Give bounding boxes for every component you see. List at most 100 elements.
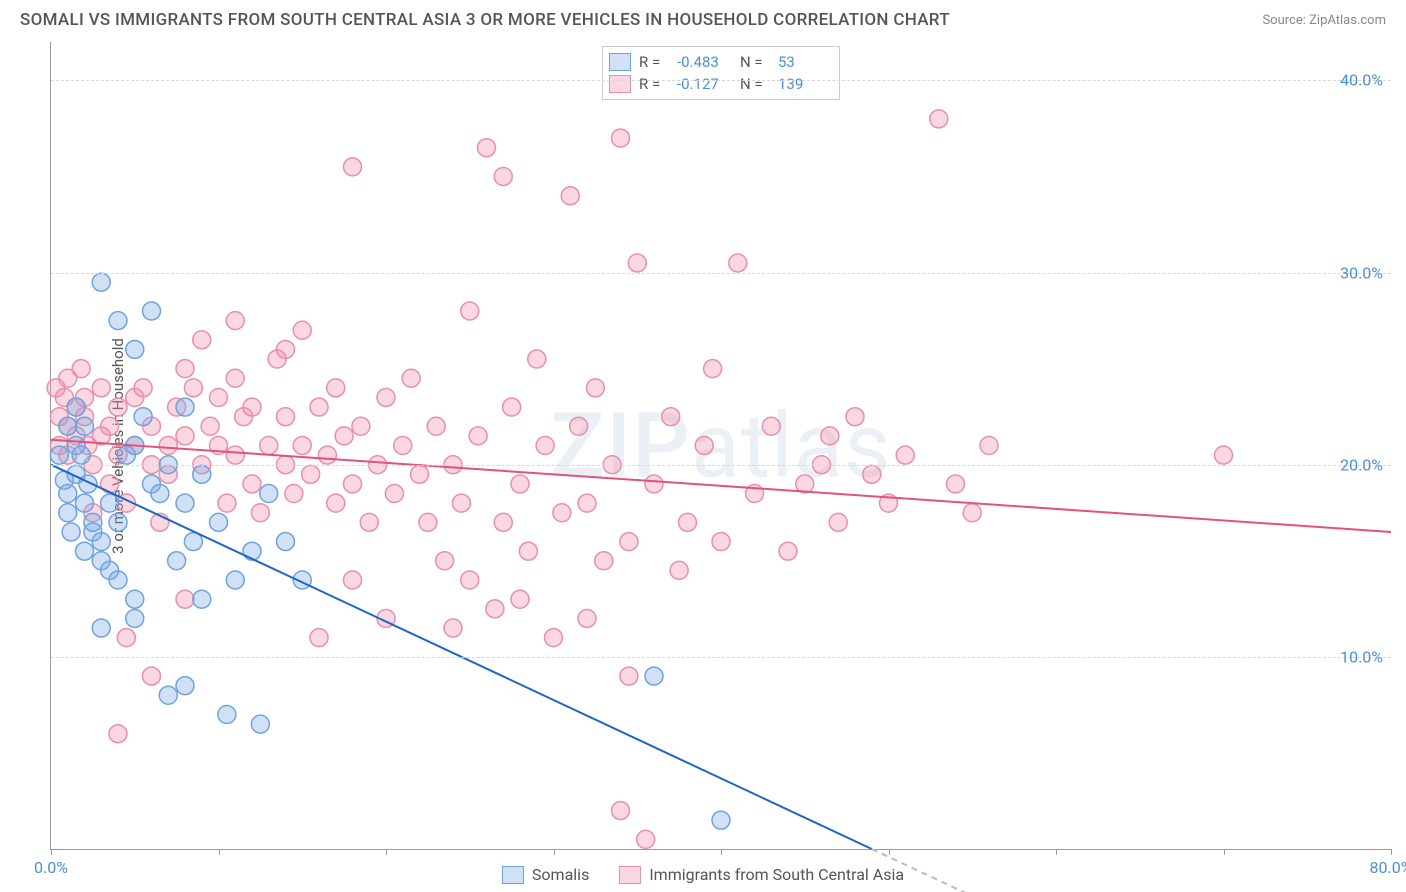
scatter-point bbox=[519, 542, 537, 560]
scatter-point bbox=[620, 533, 638, 551]
scatter-point bbox=[143, 302, 161, 320]
legend-item-somali: Somalis bbox=[502, 865, 589, 884]
scatter-point bbox=[511, 590, 529, 608]
scatter-point bbox=[184, 379, 202, 397]
scatter-point bbox=[226, 571, 244, 589]
scatter-point bbox=[963, 504, 981, 522]
scatter-point bbox=[277, 533, 295, 551]
scatter-point bbox=[193, 331, 211, 349]
x-tick bbox=[1224, 849, 1225, 855]
scatter-point bbox=[243, 398, 261, 416]
scatter-point bbox=[863, 465, 881, 483]
scatter-point bbox=[193, 465, 211, 483]
scatter-point bbox=[277, 340, 295, 358]
scatter-point bbox=[134, 379, 152, 397]
x-tick bbox=[219, 849, 220, 855]
swatch-asia bbox=[619, 866, 641, 884]
scatter-point bbox=[670, 561, 688, 579]
scatter-point bbox=[159, 437, 177, 455]
scatter-point bbox=[695, 437, 713, 455]
x-tick-label: 80.0% bbox=[1370, 858, 1406, 877]
scatter-point bbox=[377, 388, 395, 406]
scatter-point bbox=[168, 552, 186, 570]
source-link[interactable]: ZipAtlas.com bbox=[1309, 13, 1386, 28]
scatter-point bbox=[159, 686, 177, 704]
scatter-point bbox=[762, 417, 780, 435]
scatter-point bbox=[109, 513, 127, 531]
r-value-asia: -0.127 bbox=[677, 75, 732, 93]
chart-container: ZIPatlas R = -0.483 N = 53 R = -0.127 N … bbox=[50, 42, 1391, 850]
n-value-asia: 139 bbox=[778, 75, 833, 93]
scatter-point bbox=[117, 629, 135, 647]
scatter-point bbox=[637, 830, 655, 848]
scatter-point bbox=[461, 571, 479, 589]
scatter-point bbox=[595, 552, 613, 570]
y-tick-label: 30.0% bbox=[1340, 263, 1383, 282]
scatter-point bbox=[285, 485, 303, 503]
scatter-point bbox=[360, 513, 378, 531]
scatter-point bbox=[570, 417, 588, 435]
scatter-point bbox=[201, 417, 219, 435]
scatter-point bbox=[176, 398, 194, 416]
scatter-point bbox=[352, 417, 370, 435]
scatter-point bbox=[561, 187, 579, 205]
x-tick bbox=[1391, 849, 1392, 855]
scatter-point bbox=[101, 417, 119, 435]
scatter-point bbox=[947, 475, 965, 493]
r-value-somali: -0.483 bbox=[677, 53, 732, 71]
scatter-plot-svg bbox=[51, 42, 1391, 849]
scatter-point bbox=[277, 408, 295, 426]
x-tick bbox=[386, 849, 387, 855]
scatter-point bbox=[461, 302, 479, 320]
scatter-point bbox=[930, 110, 948, 128]
scatter-point bbox=[628, 254, 646, 272]
scatter-point bbox=[494, 168, 512, 186]
scatter-point bbox=[176, 494, 194, 512]
scatter-point bbox=[302, 465, 320, 483]
bottom-legend: Somalis Immigrants from South Central As… bbox=[502, 865, 904, 884]
scatter-point bbox=[226, 369, 244, 387]
scatter-point bbox=[67, 398, 85, 416]
scatter-point bbox=[92, 273, 110, 291]
swatch-asia bbox=[609, 75, 631, 93]
scatter-point bbox=[1215, 446, 1233, 464]
scatter-point bbox=[411, 465, 429, 483]
scatter-point bbox=[176, 427, 194, 445]
scatter-point bbox=[109, 398, 127, 416]
source-attribution: Source: ZipAtlas.com bbox=[1262, 13, 1386, 28]
stats-row-somali: R = -0.483 N = 53 bbox=[609, 51, 833, 73]
scatter-point bbox=[84, 513, 102, 531]
scatter-point bbox=[344, 475, 362, 493]
stats-legend: R = -0.483 N = 53 R = -0.127 N = 139 bbox=[602, 46, 840, 100]
scatter-point bbox=[143, 667, 161, 685]
scatter-point bbox=[821, 427, 839, 445]
scatter-point bbox=[126, 340, 144, 358]
scatter-point bbox=[126, 609, 144, 627]
scatter-point bbox=[151, 485, 169, 503]
scatter-point bbox=[101, 494, 119, 512]
r-label: R = bbox=[639, 53, 669, 71]
plot-area: ZIPatlas R = -0.483 N = 53 R = -0.127 N … bbox=[50, 42, 1391, 850]
x-tick bbox=[889, 849, 890, 855]
scatter-point bbox=[251, 504, 269, 522]
scatter-point bbox=[344, 158, 362, 176]
scatter-point bbox=[536, 437, 554, 455]
scatter-point bbox=[578, 609, 596, 627]
scatter-point bbox=[612, 802, 630, 820]
scatter-point bbox=[645, 667, 663, 685]
scatter-point bbox=[494, 513, 512, 531]
scatter-point bbox=[218, 706, 236, 724]
scatter-point bbox=[210, 388, 228, 406]
scatter-point bbox=[92, 533, 110, 551]
scatter-point bbox=[712, 811, 730, 829]
scatter-point bbox=[385, 485, 403, 503]
scatter-point bbox=[402, 369, 420, 387]
scatter-point bbox=[444, 619, 462, 637]
scatter-point bbox=[260, 437, 278, 455]
scatter-point bbox=[310, 629, 328, 647]
scatter-point bbox=[586, 379, 604, 397]
scatter-point bbox=[310, 398, 328, 416]
scatter-point bbox=[704, 360, 722, 378]
scatter-point bbox=[394, 437, 412, 455]
scatter-point bbox=[72, 446, 90, 464]
